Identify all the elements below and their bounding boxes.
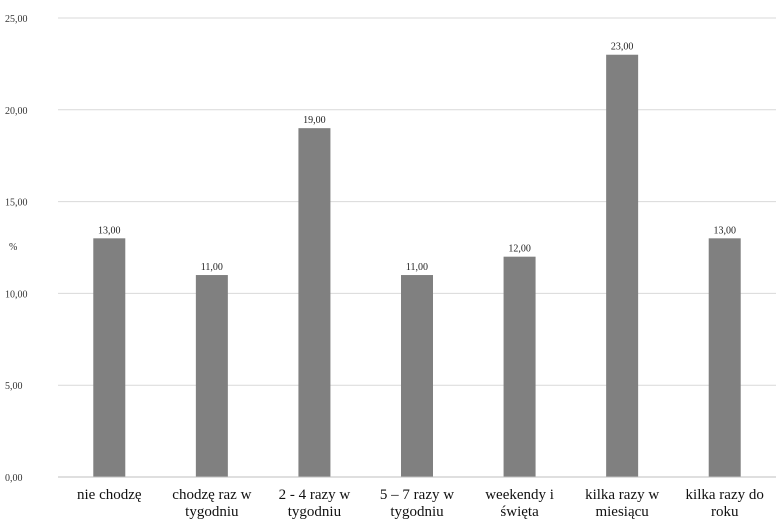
bar-value-label: 12,00 [508, 244, 531, 255]
bar-value-label: 11,00 [406, 262, 428, 273]
x-category-label-line: kilka razy do [686, 487, 764, 503]
bars [93, 54, 741, 477]
x-category-label-line: kilka razy w [585, 487, 659, 503]
y-tick-label: 20,00 [5, 106, 28, 117]
bar [195, 275, 228, 477]
bar-value-label: 13,00 [98, 225, 121, 236]
x-category-label-line: chodzę raz w [172, 487, 251, 503]
y-tick-label: 15,00 [5, 198, 28, 209]
bar [708, 238, 741, 477]
x-category-label-line: 2 - 4 razy w [279, 487, 351, 503]
x-category-label-line: roku [711, 504, 739, 520]
y-axis-ticks: 0,00 5,00 10,00 15,00 20,00 25,00 [5, 14, 28, 484]
gridlines [58, 17, 776, 386]
data-labels: 13,00 11,00 19,00 11,00 12,00 23,00 13,00 [98, 42, 736, 273]
x-category-label-line: nie chodzę [77, 487, 142, 503]
bar [606, 54, 639, 477]
y-tick-label: 0,00 [5, 473, 23, 484]
x-category-label: 5 – 7 razy w tygodniu [380, 487, 454, 520]
x-category-label-line: tygodniu [288, 504, 342, 520]
x-category-label-line: święta [500, 504, 539, 520]
x-category-label: weekendy i święta [485, 487, 554, 520]
x-category-label-line: weekendy i [485, 487, 554, 503]
x-category-label: 2 - 4 razy w tygodniu [279, 487, 351, 520]
x-category-label-line: miesiącu [595, 504, 649, 520]
bar-value-label: 23,00 [611, 42, 634, 53]
bar [93, 238, 126, 477]
bar [503, 256, 536, 477]
bar-value-label: 19,00 [303, 115, 326, 126]
x-category-label: nie chodzę [77, 487, 142, 503]
x-category-label: kilka razy w miesiącu [585, 487, 659, 520]
x-category-label-line: tygodniu [390, 504, 444, 520]
bar-value-label: 13,00 [713, 225, 736, 236]
y-tick-label: 5,00 [5, 381, 23, 392]
x-category-label-line: 5 – 7 razy w [380, 487, 454, 503]
bar [401, 275, 433, 477]
y-axis-label: % [9, 242, 17, 253]
x-category-label-line: tygodniu [185, 504, 239, 520]
bar-value-label: 11,00 [201, 262, 223, 273]
x-category-label: chodzę raz w tygodniu [172, 487, 251, 520]
y-tick-label: 10,00 [5, 289, 28, 300]
x-category-label: kilka razy do roku [686, 487, 764, 520]
bar [298, 128, 331, 477]
y-tick-label: 25,00 [5, 14, 28, 25]
